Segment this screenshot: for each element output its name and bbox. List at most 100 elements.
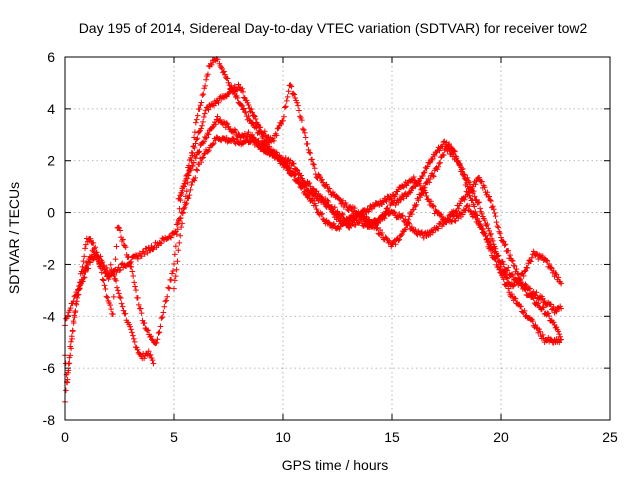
data-point xyxy=(388,197,394,203)
data-point xyxy=(107,261,114,268)
data-point xyxy=(556,331,563,337)
data-point xyxy=(81,274,88,281)
data-point xyxy=(529,318,536,324)
data-point xyxy=(520,273,527,279)
data-point xyxy=(102,286,109,292)
data-point xyxy=(99,276,106,283)
data-point xyxy=(541,298,548,304)
data-point xyxy=(504,275,511,282)
data-point xyxy=(401,226,408,233)
data-point xyxy=(286,160,293,166)
data-point xyxy=(137,250,143,256)
data-point xyxy=(212,121,219,128)
data-point xyxy=(471,193,478,200)
data-point xyxy=(69,336,75,342)
data-point xyxy=(411,206,417,213)
data-point xyxy=(165,284,171,291)
data-point xyxy=(475,199,482,206)
data-point xyxy=(485,225,492,232)
data-point xyxy=(266,146,273,153)
data-point xyxy=(280,118,286,124)
data-point xyxy=(179,210,186,217)
data-point xyxy=(507,252,513,258)
data-point xyxy=(440,152,447,158)
data-point xyxy=(311,165,318,172)
data-point xyxy=(158,315,165,321)
data-point xyxy=(468,209,474,215)
data-point xyxy=(319,176,325,183)
data-point xyxy=(558,305,564,312)
data-point xyxy=(193,136,200,143)
data-point xyxy=(558,336,564,343)
data-point xyxy=(320,179,326,186)
data-point xyxy=(509,271,515,278)
data-point xyxy=(99,259,106,265)
data-point xyxy=(283,103,289,110)
data-point xyxy=(111,276,118,282)
data-point xyxy=(352,215,359,221)
data-point xyxy=(104,265,110,271)
data-point xyxy=(291,172,297,179)
data-point xyxy=(427,160,433,166)
data-point xyxy=(532,322,539,328)
data-point xyxy=(128,259,134,265)
data-point xyxy=(199,92,206,98)
data-point xyxy=(158,240,165,246)
data-point xyxy=(300,181,306,187)
data-point xyxy=(174,258,181,265)
data-point xyxy=(116,225,122,231)
data-point xyxy=(331,220,337,227)
data-point xyxy=(331,204,338,210)
data-point xyxy=(371,203,377,210)
data-point xyxy=(65,312,71,319)
data-point xyxy=(530,288,537,295)
data-point xyxy=(469,197,476,204)
data-point xyxy=(550,319,557,326)
data-point xyxy=(257,124,264,130)
data-point xyxy=(302,191,309,198)
data-point xyxy=(160,309,167,316)
data-point xyxy=(188,182,195,188)
data-point xyxy=(312,191,319,198)
data-point xyxy=(188,155,194,161)
data-point xyxy=(77,285,83,291)
data-point xyxy=(337,224,344,230)
data-point xyxy=(509,257,515,264)
data-point xyxy=(285,88,292,95)
data-point xyxy=(396,236,403,243)
data-point xyxy=(273,132,280,139)
data-point xyxy=(222,71,228,78)
data-point xyxy=(183,200,190,207)
data-point xyxy=(191,145,198,151)
data-point xyxy=(524,265,531,271)
data-point xyxy=(138,310,145,316)
data-point xyxy=(80,258,87,264)
data-point xyxy=(177,215,183,222)
data-point xyxy=(109,270,116,277)
data-point xyxy=(539,253,546,259)
data-point xyxy=(155,330,162,336)
chart-title: Day 195 of 2014, Sidereal Day-to-day VTE… xyxy=(79,20,588,36)
data-point xyxy=(148,243,155,249)
data-point xyxy=(104,269,111,276)
data-point xyxy=(502,271,509,278)
data-point xyxy=(175,247,182,254)
data-point xyxy=(164,293,171,300)
data-point xyxy=(430,173,437,180)
data-point xyxy=(556,339,563,346)
data-point xyxy=(198,159,204,165)
data-point xyxy=(492,245,499,252)
data-point xyxy=(435,225,442,232)
data-point xyxy=(436,147,443,154)
data-point xyxy=(351,205,358,211)
data-point xyxy=(495,264,502,270)
data-point xyxy=(290,169,296,176)
data-point xyxy=(548,264,554,271)
data-point xyxy=(505,285,512,292)
data-point xyxy=(238,102,245,108)
data-point xyxy=(294,167,301,174)
data-point xyxy=(461,171,468,178)
data-point xyxy=(172,251,178,258)
data-point xyxy=(234,95,241,101)
